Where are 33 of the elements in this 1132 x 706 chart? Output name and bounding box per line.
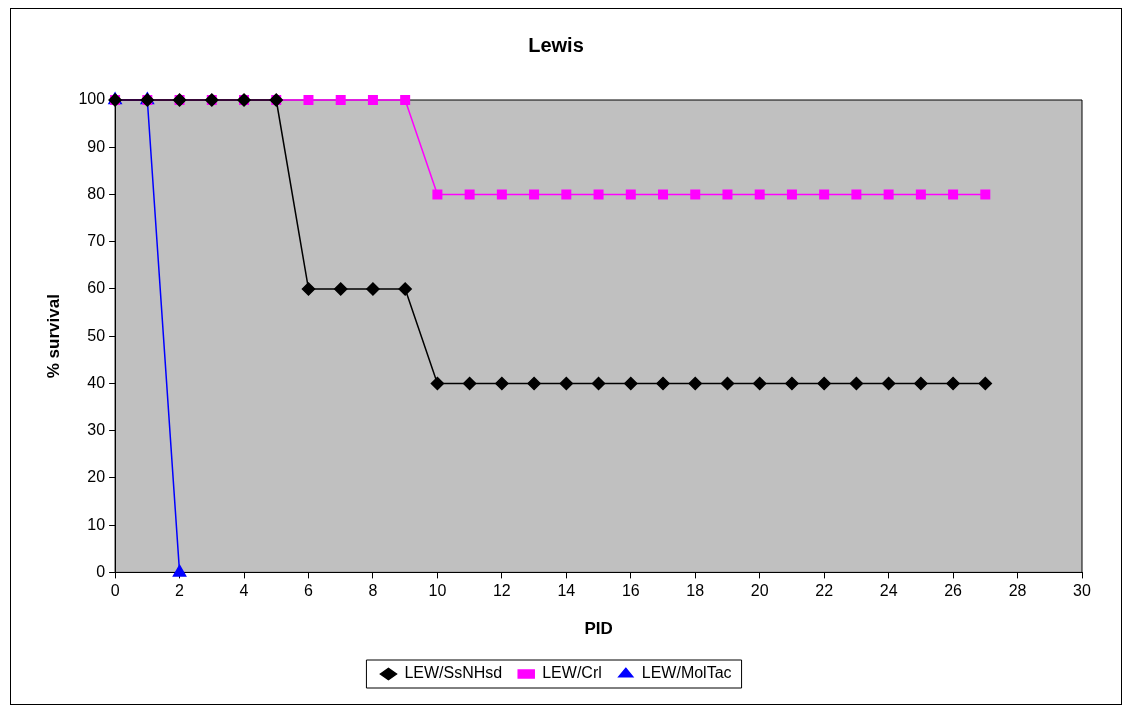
x-tick-label: 16 xyxy=(621,582,640,600)
y-tick-label: 50 xyxy=(87,326,106,344)
y-tick-label: 10 xyxy=(87,515,106,533)
y-tick-label: 90 xyxy=(87,137,106,155)
legend-label: LEW/MolTac xyxy=(641,664,732,682)
y-tick-label: 70 xyxy=(87,232,106,250)
y-axis-title: % survival xyxy=(43,294,63,379)
x-tick-label: 0 xyxy=(110,582,120,600)
x-tick-label: 10 xyxy=(428,582,447,600)
x-tick-label: 6 xyxy=(304,582,314,600)
legend-label: LEW/Crl xyxy=(542,664,602,682)
x-tick-label: 18 xyxy=(686,582,705,600)
y-tick-label: 20 xyxy=(87,468,106,486)
chart-title: Lewis xyxy=(528,33,584,56)
y-tick-label: 40 xyxy=(87,373,106,391)
y-tick-label: 30 xyxy=(87,421,106,439)
x-tick-label: 20 xyxy=(750,582,769,600)
x-tick-label: 8 xyxy=(368,582,378,600)
x-tick-label: 14 xyxy=(557,582,576,600)
y-tick-label: 100 xyxy=(78,90,106,108)
x-tick-label: 12 xyxy=(492,582,511,600)
legend-label: LEW/SsNHsd xyxy=(404,664,503,682)
x-tick-label: 2 xyxy=(175,582,185,600)
x-tick-label: 26 xyxy=(944,582,963,600)
x-tick-label: 4 xyxy=(239,582,249,600)
x-tick-label: 24 xyxy=(879,582,898,600)
y-tick-label: 0 xyxy=(96,562,106,580)
x-axis-title: PID xyxy=(584,619,613,639)
y-tick-label: 80 xyxy=(87,184,106,202)
x-tick-label: 28 xyxy=(1008,582,1027,600)
x-tick-label: 30 xyxy=(1073,582,1091,600)
x-tick-label: 22 xyxy=(815,582,834,600)
y-tick-label: 60 xyxy=(87,279,106,297)
